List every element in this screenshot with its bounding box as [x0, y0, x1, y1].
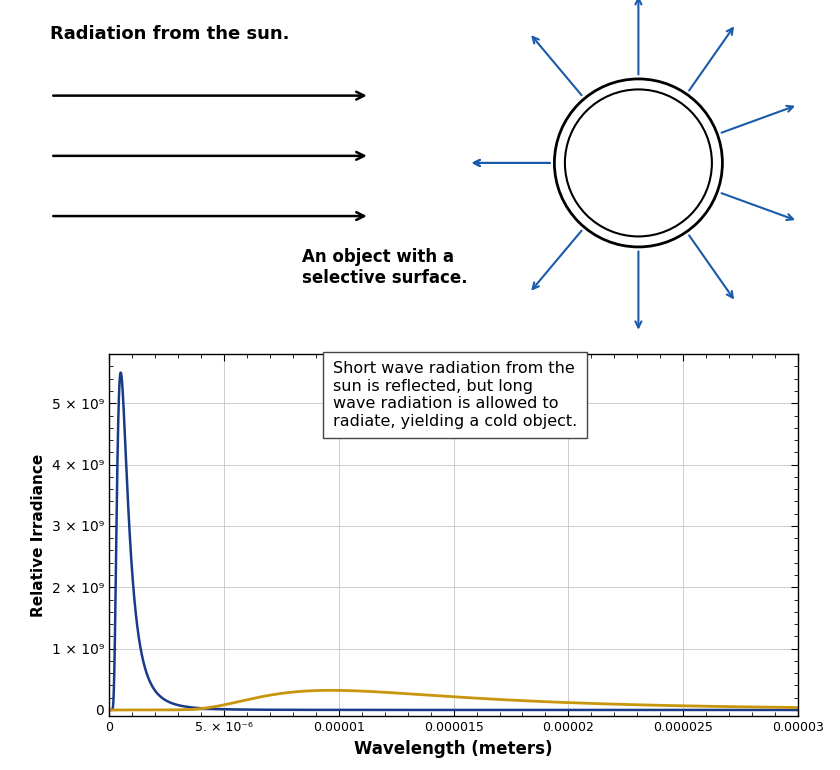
Text: Radiation from the sun.: Radiation from the sun.	[50, 25, 290, 43]
Ellipse shape	[554, 79, 722, 247]
Y-axis label: Relative Irradiance: Relative Irradiance	[31, 454, 46, 617]
X-axis label: Wavelength (meters): Wavelength (meters)	[354, 739, 553, 758]
Ellipse shape	[564, 89, 712, 236]
Text: Short wave radiation from the
sun is reflected, but long
wave radiation is allow: Short wave radiation from the sun is ref…	[333, 361, 577, 429]
Text: An object with a
selective surface.: An object with a selective surface.	[302, 248, 468, 286]
